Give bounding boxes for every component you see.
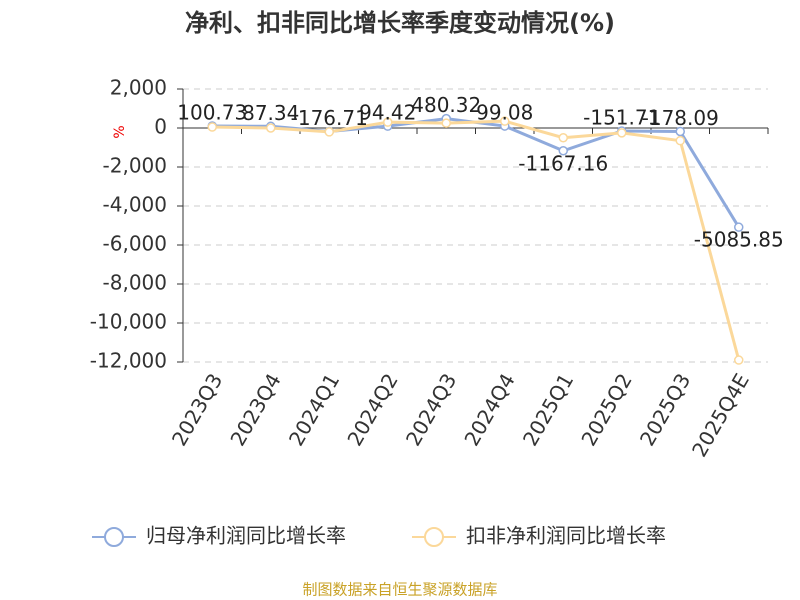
data-label: 87.34 — [242, 101, 299, 125]
x-tick-label: 2025Q2 — [576, 369, 636, 450]
data-label: -176.71 — [291, 106, 368, 130]
x-tick-label: 2024Q1 — [284, 369, 344, 450]
data-label: -1167.16 — [518, 151, 608, 175]
data-label: -151.71 — [583, 105, 660, 129]
point — [558, 133, 568, 143]
y-tick-label: 0 — [154, 115, 167, 139]
y-tick-label: -12,000 — [90, 349, 167, 373]
chart-title: 净利、扣非同比增长率季度变动情况(%) — [185, 9, 615, 37]
point — [558, 146, 568, 156]
y-tick-label: 2,000 — [110, 76, 167, 100]
legend-marker — [424, 527, 444, 547]
y-tick-label: -6,000 — [103, 232, 167, 256]
data-label: -5085.85 — [694, 228, 784, 252]
y-tick-label: -2,000 — [103, 154, 167, 178]
point — [324, 127, 334, 137]
x-tick-label: 2023Q4 — [225, 369, 285, 450]
legend-label: 归母净利润同比增长率 — [146, 524, 346, 548]
data-label: 94.42 — [359, 101, 416, 125]
point — [500, 116, 510, 126]
y-tick-label: -4,000 — [103, 193, 167, 217]
point — [441, 118, 451, 128]
x-tick-label: 2023Q3 — [167, 369, 227, 450]
data-label: -178.09 — [642, 106, 719, 130]
x-tick-label: 2024Q2 — [342, 369, 402, 450]
series-line — [212, 117, 741, 228]
x-tick-label: 2025Q1 — [518, 369, 578, 450]
x-tick-label: 2024Q3 — [401, 369, 461, 450]
point — [675, 135, 685, 146]
x-tick-label: 2025Q3 — [635, 369, 695, 450]
x-tick-label: 2025Q4E — [687, 369, 754, 461]
data-label: 100.73 — [177, 101, 247, 125]
data-label: 480.32 — [411, 93, 481, 117]
x-tick-label: 2024Q4 — [459, 369, 519, 450]
y-tick-label: -10,000 — [90, 310, 167, 334]
point — [734, 355, 744, 365]
point — [207, 122, 217, 132]
point — [383, 117, 393, 127]
legend-marker — [104, 527, 124, 547]
point — [266, 123, 276, 133]
source-note: 制图数据来自恒生聚源数据库 — [302, 581, 497, 599]
legend-label: 扣非净利润同比增长率 — [466, 524, 666, 548]
y-axis-label: % — [112, 125, 128, 138]
y-tick-label: -8,000 — [103, 271, 167, 295]
point — [734, 222, 744, 232]
point — [617, 128, 627, 138]
point — [675, 126, 685, 137]
data-label: 99.08 — [476, 101, 533, 125]
series-line — [212, 119, 741, 361]
